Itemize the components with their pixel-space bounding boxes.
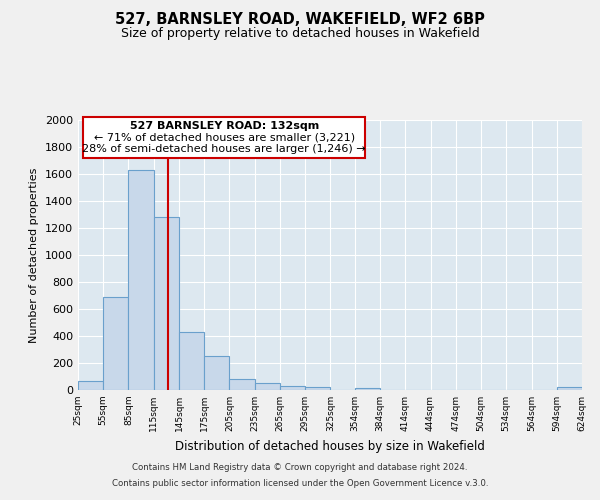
Bar: [78, 381, 103, 390]
Y-axis label: Number of detached properties: Number of detached properties: [29, 168, 40, 342]
Text: Contains HM Land Registry data © Crown copyright and database right 2024.: Contains HM Land Registry data © Crown c…: [132, 464, 468, 472]
Text: 28% of semi-detached houses are larger (1,246) →: 28% of semi-detached houses are larger (…: [82, 144, 366, 154]
Bar: [280, 386, 305, 390]
Bar: [103, 297, 128, 390]
Bar: [355, 388, 380, 390]
Bar: [254, 383, 280, 390]
Text: ← 71% of detached houses are smaller (3,221): ← 71% of detached houses are smaller (3,…: [94, 132, 355, 142]
Text: Size of property relative to detached houses in Wakefield: Size of property relative to detached ho…: [121, 28, 479, 40]
Bar: [229, 378, 254, 390]
Bar: [179, 332, 204, 390]
Bar: [154, 217, 179, 390]
Bar: [305, 388, 331, 390]
Text: 527, BARNSLEY ROAD, WAKEFIELD, WF2 6BP: 527, BARNSLEY ROAD, WAKEFIELD, WF2 6BP: [115, 12, 485, 28]
Bar: [128, 170, 154, 390]
Text: 527 BARNSLEY ROAD: 132sqm: 527 BARNSLEY ROAD: 132sqm: [130, 121, 319, 131]
X-axis label: Distribution of detached houses by size in Wakefield: Distribution of detached houses by size …: [175, 440, 485, 452]
Bar: [204, 356, 229, 390]
Bar: [557, 388, 582, 390]
Text: Contains public sector information licensed under the Open Government Licence v.: Contains public sector information licen…: [112, 478, 488, 488]
